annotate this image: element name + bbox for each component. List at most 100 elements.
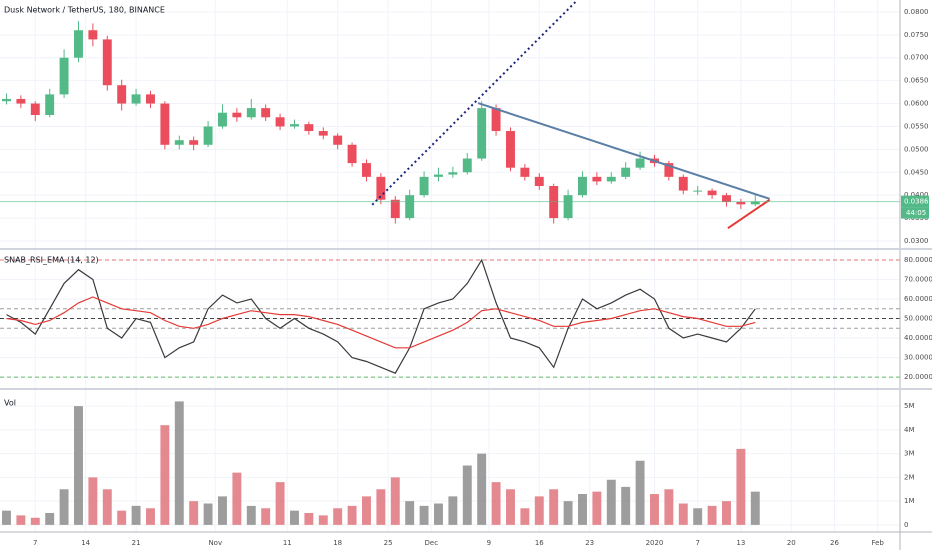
trend-line [727, 198, 771, 229]
pane-separator [0, 388, 932, 390]
candle-body [635, 158, 645, 168]
x-tick-label: 7 [33, 539, 37, 547]
volume-bar [419, 505, 429, 525]
x-tick-label: 14 [81, 539, 90, 547]
y-tick-label: 0 [904, 521, 908, 529]
candle-body [304, 124, 314, 132]
countdown-label: 44:05 [906, 209, 926, 217]
candle-body [232, 112, 242, 118]
y-tick-label: 3M [904, 450, 915, 458]
candle-body [621, 167, 631, 177]
candle-body [88, 30, 98, 40]
candle-body [45, 94, 55, 115]
volume-bar [722, 501, 731, 525]
candle-body [362, 163, 371, 177]
y-tick-label: 0.0550 [904, 122, 929, 130]
y-tick-label: 0.0450 [904, 168, 929, 176]
candle-body [2, 98, 11, 102]
x-tick-label: Dec [425, 539, 439, 547]
volume-bar [693, 508, 703, 525]
drawings [371, 0, 771, 229]
volume-bar [376, 489, 386, 525]
y-tick-label: 5M [904, 402, 915, 410]
countdown-tag [901, 207, 929, 219]
rsi-line [6, 296, 756, 349]
x-tick-label: 18 [333, 539, 342, 547]
volume-bar [232, 472, 242, 525]
y-tick-label: 40.0000 [904, 334, 932, 342]
candle-body [189, 140, 199, 145]
y-tick-label: 1M [904, 497, 915, 505]
candle-body [405, 195, 415, 219]
candle-body [462, 158, 472, 173]
volume-bar [621, 486, 631, 525]
volume-bar [664, 489, 674, 525]
volume-bar [750, 491, 760, 525]
candle-body [434, 174, 443, 177]
y-tick-label: 60.0000 [904, 295, 932, 303]
trend-line [371, 0, 579, 206]
volume-bar [189, 501, 199, 525]
volume-bar [2, 510, 11, 525]
volume-bar [347, 505, 357, 525]
x-tick-label: 2020 [646, 539, 664, 547]
y-tick-label: 0.0750 [904, 31, 929, 39]
volume-bar [74, 406, 83, 525]
y-tick-label: 2M [904, 473, 915, 481]
rsi-title: SNAB_RSI_EMA (14, 12) [4, 256, 99, 265]
x-tick-label: 23 [585, 539, 594, 547]
x-tick-label: 21 [132, 539, 141, 547]
pane-separator [0, 248, 932, 250]
volume-bar [563, 501, 573, 525]
candle-body [117, 85, 127, 104]
volume-bar [275, 482, 285, 525]
candle-body [318, 131, 328, 136]
volume-bar [117, 510, 127, 525]
candle-body [520, 167, 530, 177]
volume-bar [59, 489, 69, 525]
volume-bar [707, 505, 717, 525]
volume-bar [448, 496, 458, 525]
candle-body [750, 201, 760, 205]
y-tick-label: 0.0600 [904, 100, 929, 108]
volume-bar [218, 496, 227, 525]
y-tick-label: 0.0700 [904, 54, 929, 62]
volume-bar [534, 496, 544, 525]
volume-bar [318, 515, 328, 525]
candle-body [606, 176, 616, 182]
candle-body [664, 163, 674, 177]
candle-body [131, 94, 141, 104]
volume-bar [333, 508, 343, 525]
candle-body [678, 176, 688, 191]
candle-body [419, 176, 429, 196]
candle-body [578, 176, 587, 196]
candle-body [290, 124, 299, 127]
volume-bar [246, 505, 256, 525]
candle-body [275, 117, 285, 127]
volume-bar [506, 489, 515, 525]
candle-body [174, 140, 184, 145]
y-tick-label: 0.0800 [904, 8, 929, 16]
volume-bar [102, 489, 112, 525]
candle-body [218, 112, 227, 127]
x-tick-label: 7 [695, 539, 699, 547]
volume-bar [174, 401, 184, 525]
x-tick-label: 16 [535, 539, 544, 547]
candle-body [722, 195, 731, 203]
x-tick-label: 20 [787, 539, 796, 547]
y-tick-label: 4M [904, 426, 915, 434]
x-tick-label: Feb [871, 539, 884, 547]
candle-body [390, 199, 400, 219]
x-tick-label: 11 [283, 539, 292, 547]
y-tick-label: 50.0000 [904, 315, 932, 323]
x-tick-label: 13 [736, 539, 745, 547]
x-tick-label: Nov [208, 539, 222, 547]
y-tick-label: 30.0000 [904, 354, 932, 362]
x-tick-label: 9 [487, 539, 491, 547]
volume-bar [390, 477, 400, 525]
y-tick-label: 0.0500 [904, 145, 929, 153]
candle-body [491, 108, 501, 132]
volume-bar [146, 508, 155, 525]
volume-bar [549, 489, 559, 525]
